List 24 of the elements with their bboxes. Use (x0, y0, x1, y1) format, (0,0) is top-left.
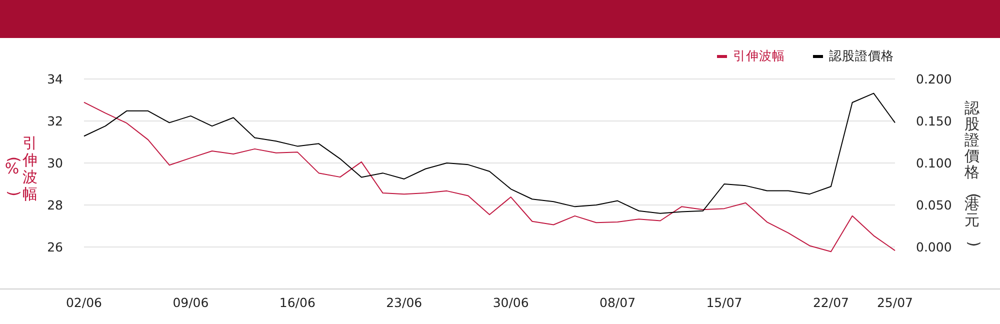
x-tick-label: 23/06 (386, 295, 422, 310)
y2-tick-label: 0.200 (916, 72, 952, 86)
x-tick-label: 22/07 (812, 295, 849, 310)
y-tick-label: 28 (47, 198, 64, 212)
legend-label: 引伸波幅 (733, 48, 785, 63)
y2-axis-title: 認股證價格(港元) (964, 99, 984, 247)
legend-label: 認股證價格 (829, 48, 894, 63)
y2-tick-label: 0.150 (916, 114, 952, 128)
y2-tick-label: 0.100 (916, 156, 952, 170)
y2-tick-label: 0.050 (916, 198, 952, 212)
y-tick-label: 26 (47, 240, 64, 254)
x-tick-label: 15/07 (706, 295, 742, 310)
line-series (84, 92, 896, 214)
y-tick-label: 30 (47, 156, 64, 170)
x-tick-label: 16/06 (279, 295, 316, 310)
line-series (84, 102, 896, 252)
y-tick-label: 32 (47, 114, 63, 128)
x-tick-label: 09/06 (172, 295, 209, 310)
x-tick-label: 02/06 (66, 295, 102, 310)
x-tick-label: 25/07 (876, 295, 914, 310)
y2-tick-label: 0.000 (916, 240, 952, 254)
x-tick-label: 08/07 (600, 295, 636, 310)
y-tick-label: 34 (47, 72, 64, 86)
x-tick-label: 30/06 (492, 295, 529, 310)
